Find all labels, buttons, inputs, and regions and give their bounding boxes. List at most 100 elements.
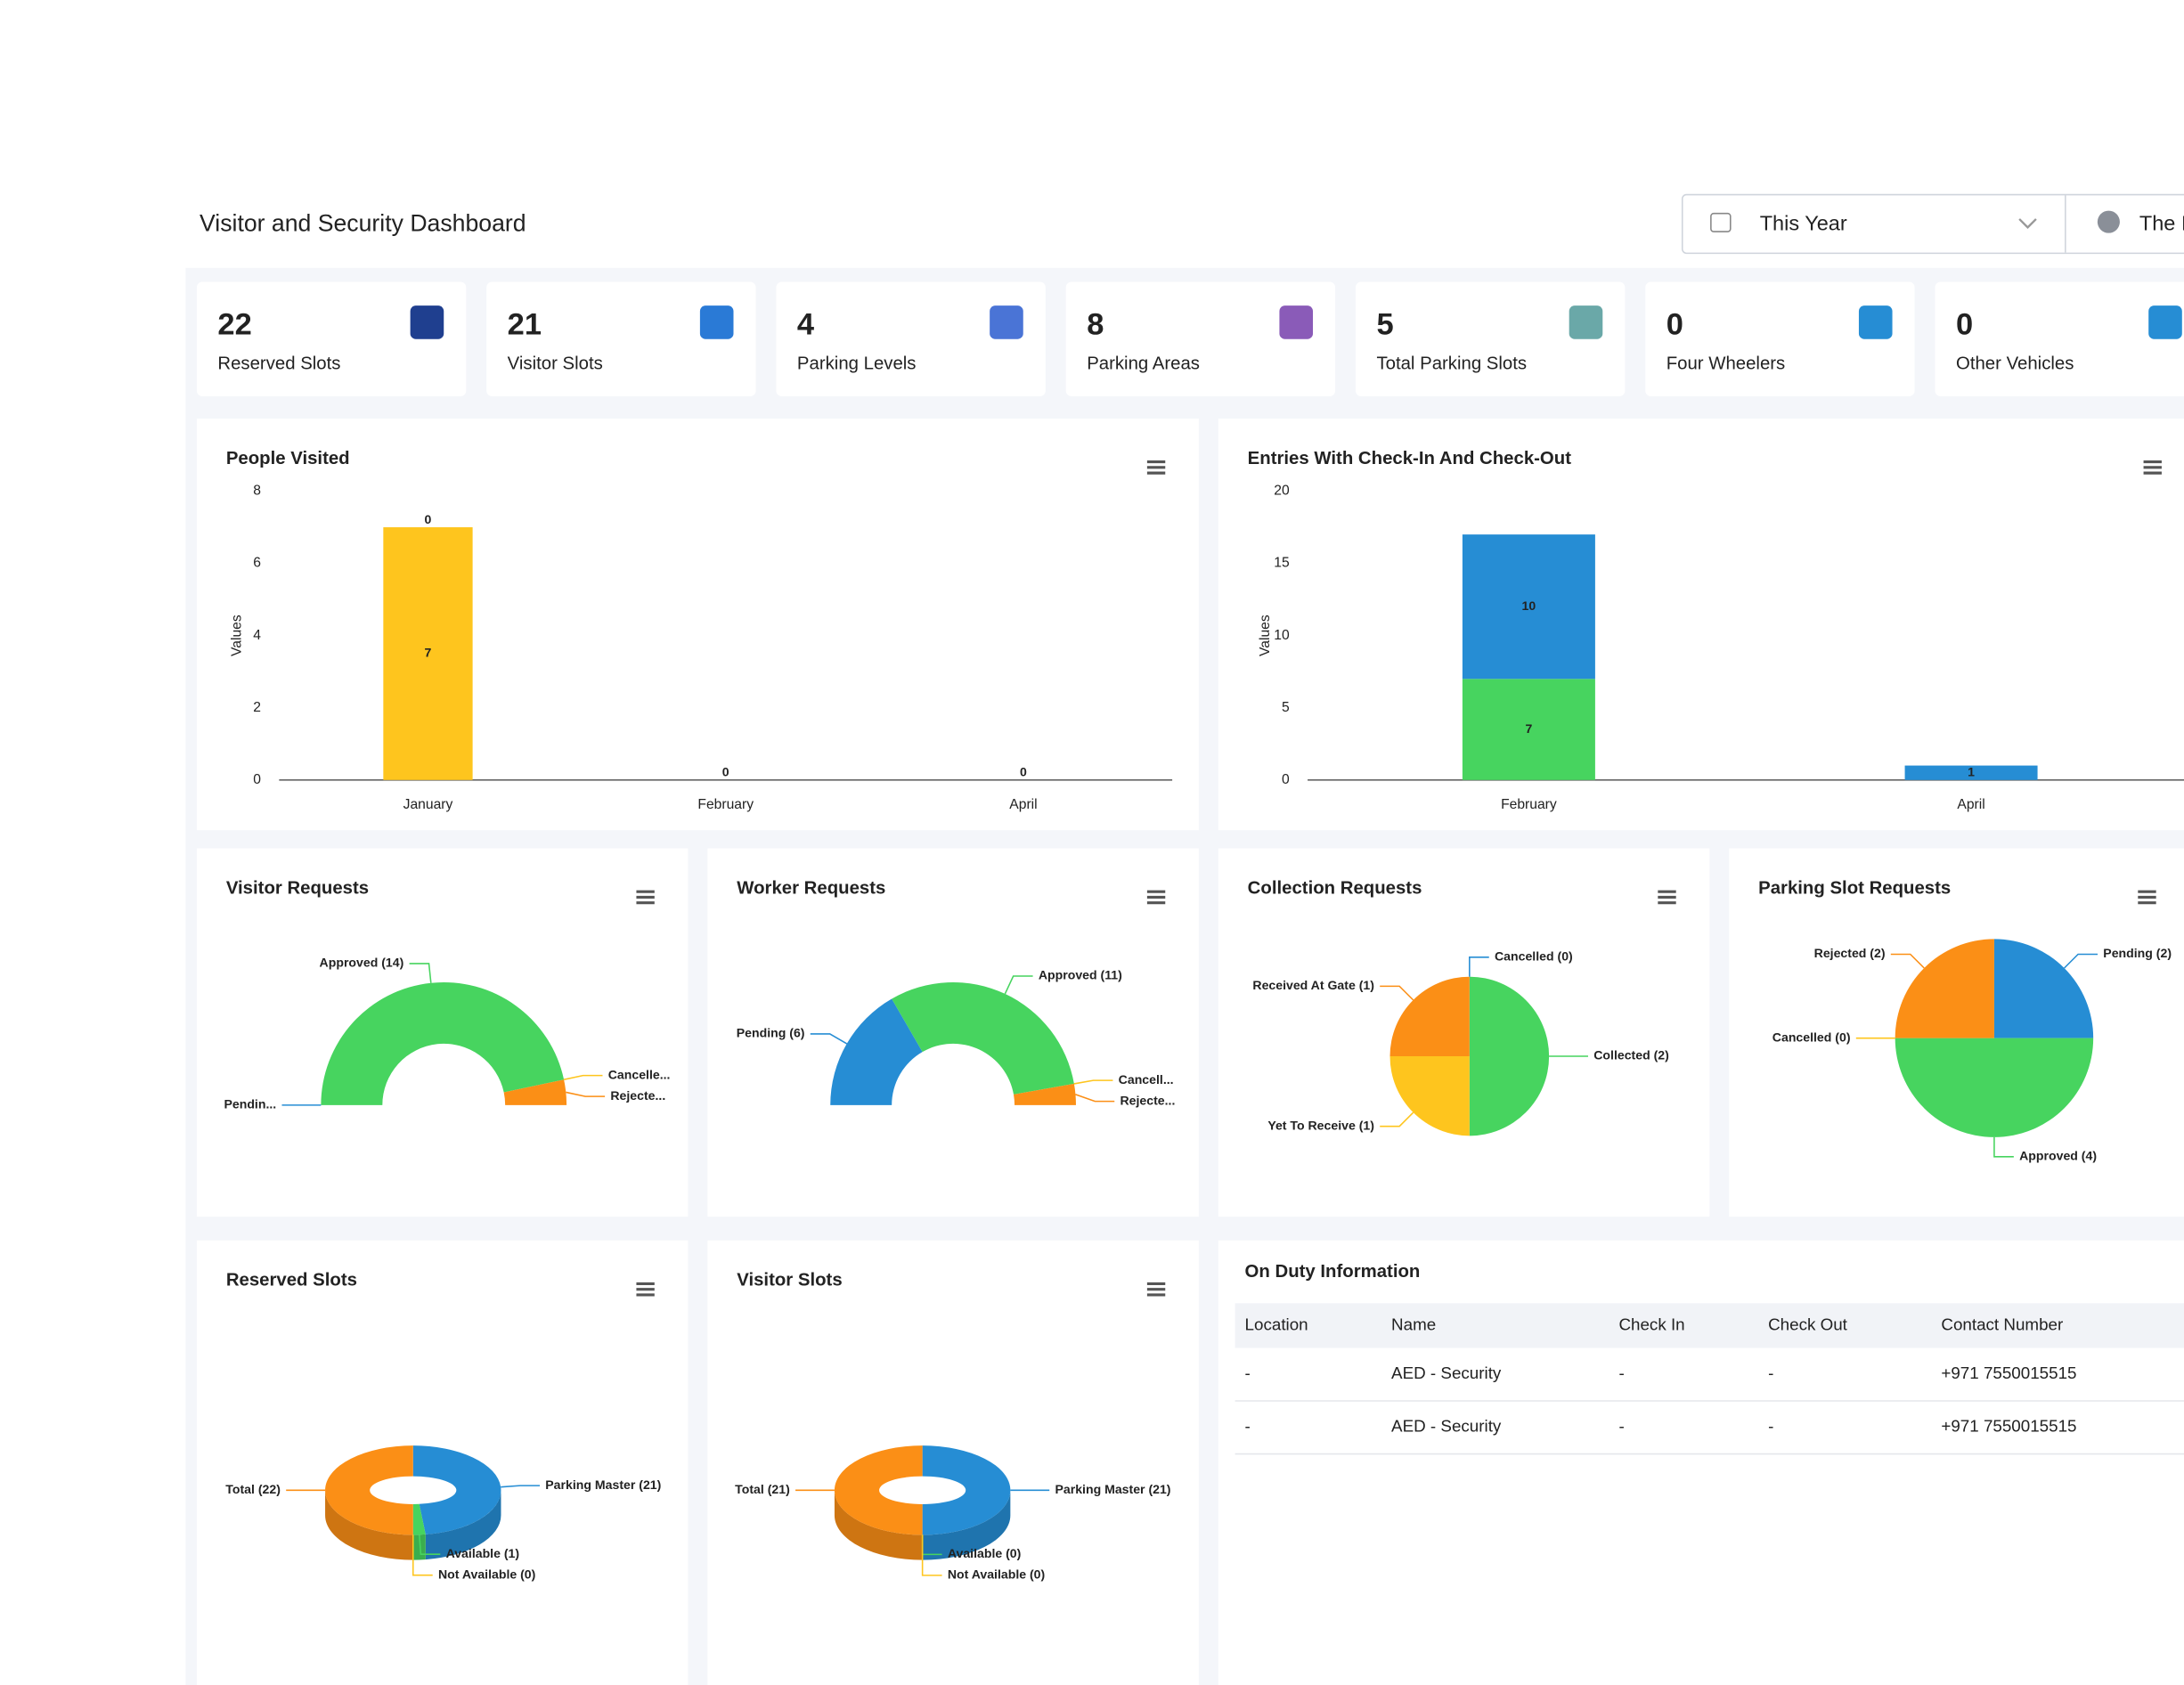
slice-top <box>834 1445 923 1535</box>
user-icon <box>2097 210 2120 233</box>
leader-line <box>1380 985 1414 1001</box>
chart-card <box>1218 419 2184 831</box>
y-tick-label: 8 <box>253 484 261 499</box>
slice-label: Cancelled (0) <box>1772 1030 1851 1044</box>
table-cell: - <box>1618 1417 1624 1436</box>
table-cell: +971 7550015515 <box>1941 1363 2076 1382</box>
slice-label: Collected (2) <box>1593 1048 1669 1062</box>
slice-side <box>834 1490 923 1560</box>
y-tick-label: 15 <box>1274 556 1290 571</box>
x-tick-label: April <box>1957 797 1984 812</box>
stat-value: 21 <box>508 308 542 342</box>
data-label: 0 <box>1020 765 1027 779</box>
y-tick-label: 10 <box>1274 628 1290 643</box>
table-cell: +971 7550015515 <box>1941 1417 2076 1436</box>
slice-side <box>425 1490 501 1560</box>
slice <box>1993 939 2094 1038</box>
slice <box>1895 939 1994 1038</box>
table-cell: AED - Security <box>1391 1363 1502 1382</box>
stat-value: 4 <box>797 308 814 342</box>
stat-icon <box>2148 305 2182 339</box>
slice-label: Not Available (0) <box>438 1567 535 1581</box>
stat-value: 0 <box>1667 308 1683 342</box>
stat-label: Other Vehicles <box>1956 354 2074 373</box>
table-cell: - <box>1245 1363 1251 1382</box>
table-title: On Duty Information <box>1245 1262 1421 1282</box>
slice <box>830 998 923 1105</box>
slice <box>1013 1083 1076 1105</box>
y-axis-label: Values <box>229 615 244 656</box>
x-tick-label: April <box>1009 797 1037 812</box>
column-header: Name <box>1391 1315 1436 1333</box>
leader-line <box>921 1534 942 1576</box>
leader-line <box>412 1534 433 1576</box>
slice <box>503 1079 567 1105</box>
slice-top <box>412 1445 501 1534</box>
y-tick-label: 2 <box>253 700 261 715</box>
stat-label: Parking Levels <box>797 354 917 373</box>
leader-line <box>566 1091 606 1097</box>
stat-value: 0 <box>1956 308 1973 342</box>
stat-card <box>196 281 467 396</box>
chart-title: Visitor Requests <box>226 878 369 898</box>
slice-label: Rejecte... <box>610 1088 665 1103</box>
bar-segment <box>1462 679 1595 780</box>
stat-icon <box>1569 305 1603 339</box>
leader-line <box>409 963 432 983</box>
bar-segment <box>1904 765 2038 780</box>
y-tick-label: 20 <box>1274 484 1290 499</box>
slice-label: Yet To Receive (1) <box>1267 1118 1374 1132</box>
data-label: 10 <box>1522 598 1536 613</box>
stat-icon <box>410 305 444 339</box>
stat-icon <box>1858 305 1893 339</box>
slice-label: Cancelle... <box>608 1067 671 1081</box>
slice-label: Received At Gate (1) <box>1252 978 1374 992</box>
stat-value: 22 <box>217 308 251 342</box>
chart-title: Parking Slot Requests <box>1758 878 1951 898</box>
slice-label: Total (22) <box>225 1482 281 1496</box>
filter-box[interactable] <box>1681 193 2184 255</box>
slice-label: Pendin... <box>224 1097 276 1111</box>
stat-icon <box>699 305 734 339</box>
slice-side <box>922 1490 1011 1560</box>
x-tick-label: January <box>403 797 453 812</box>
leader-line <box>563 1074 603 1080</box>
user-filter[interactable]: The I <box>2139 211 2184 234</box>
slice-side <box>325 1490 413 1560</box>
leader-line <box>1073 1079 1113 1085</box>
stat-card <box>776 281 1046 396</box>
leader-line <box>1075 1094 1115 1103</box>
data-label: 7 <box>425 646 432 660</box>
stat-card <box>1065 281 1336 396</box>
data-label: 0 <box>722 765 729 779</box>
slice-label: Rejected (2) <box>1814 946 1886 960</box>
stat-icon <box>1279 305 1314 339</box>
slice-label: Cancell... <box>1119 1072 1174 1087</box>
table-cell: - <box>1618 1363 1624 1382</box>
slice-label: Rejecte... <box>1121 1093 1176 1107</box>
bar-segment <box>383 527 473 780</box>
chart-title: Visitor Slots <box>737 1271 842 1290</box>
y-tick-label: 4 <box>253 628 261 643</box>
period-filter[interactable]: This Year <box>1760 211 1847 234</box>
y-tick-label: 0 <box>253 772 261 787</box>
data-label: 1 <box>1968 764 1975 778</box>
slice <box>321 981 565 1105</box>
stat-value: 8 <box>1087 308 1104 342</box>
leader-line <box>810 1033 848 1045</box>
leader-line <box>501 1485 541 1488</box>
slice-label: Cancelled (0) <box>1495 949 1573 964</box>
dropdown-chevron[interactable] <box>2018 218 2037 230</box>
chart-title: Worker Requests <box>737 878 885 898</box>
slice <box>892 981 1074 1095</box>
chart-title: People Visited <box>226 449 350 468</box>
slice-label: Parking Master (21) <box>545 1477 661 1492</box>
table-cell: - <box>1768 1363 1773 1382</box>
leader-line <box>1890 953 1925 969</box>
chart-card <box>196 419 1199 831</box>
y-tick-label: 5 <box>1282 700 1290 715</box>
table-cell: - <box>1245 1417 1251 1436</box>
stat-value: 5 <box>1376 308 1393 342</box>
